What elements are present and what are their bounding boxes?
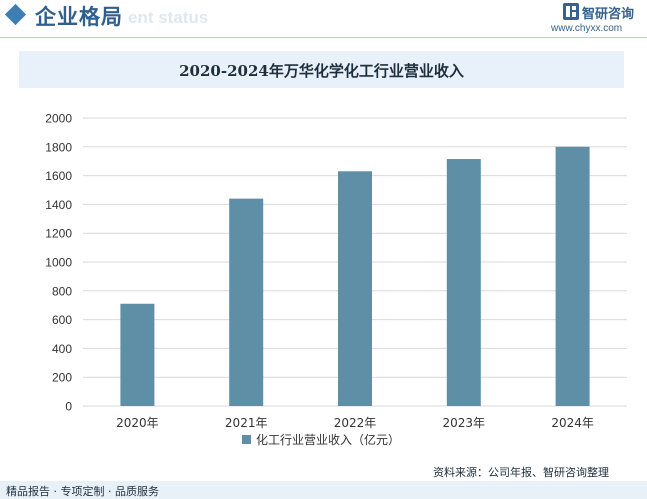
brand-url: www.chyxx.com [551,23,623,34]
y-tick-label: 1000 [45,256,72,270]
section-subtitle: ent status [128,8,209,27]
footer-tagline: 精品报告 · 专项定制 · 品质服务 [6,485,159,498]
source-note: 资料来源：公司年报、智研咨询整理 [433,466,609,479]
y-tick-label: 600 [52,313,72,327]
chart-title: 2020-2024年万华化学化工行业营业收入 [179,62,464,80]
brand-logo: 智研咨询 www.chyxx.com [551,3,643,37]
x-tick-label: 2021年 [225,416,268,430]
page-header: ent status 企业格局 智研咨询 www.chyxx.com [0,0,647,38]
bar [338,171,372,406]
y-tick-label: 1600 [45,169,72,183]
header-divider [0,37,647,38]
legend-label: 化工行业营业收入（亿元） [256,432,400,447]
y-tick-label: 400 [52,342,72,356]
chart-title-band: 2020-2024年万华化学化工行业营业收入 [19,51,624,88]
y-tick-label: 2000 [45,112,72,126]
x-tick-label: 2024年 [551,416,594,430]
y-tick-label: 1800 [45,140,72,154]
y-tick-label: 200 [52,371,72,385]
x-tick-label: 2020年 [116,416,159,430]
brand-name: 智研咨询 [582,7,635,22]
y-tick-label: 800 [52,284,72,298]
y-tick-label: 1200 [45,227,72,241]
bar [120,303,155,406]
section-title: 企业格局 [35,4,123,29]
y-tick-label: 1400 [45,198,72,212]
bar [446,159,481,406]
y-tick-label: 0 [65,400,72,414]
legend-swatch [242,435,251,444]
x-tick-label: 2022年 [334,416,377,430]
footer-bar: 精品报告 · 专项定制 · 品质服务 [0,481,647,499]
bar [555,146,590,407]
bar [229,198,264,406]
x-tick-label: 2023年 [443,416,486,430]
brand-mark-icon [563,3,579,20]
